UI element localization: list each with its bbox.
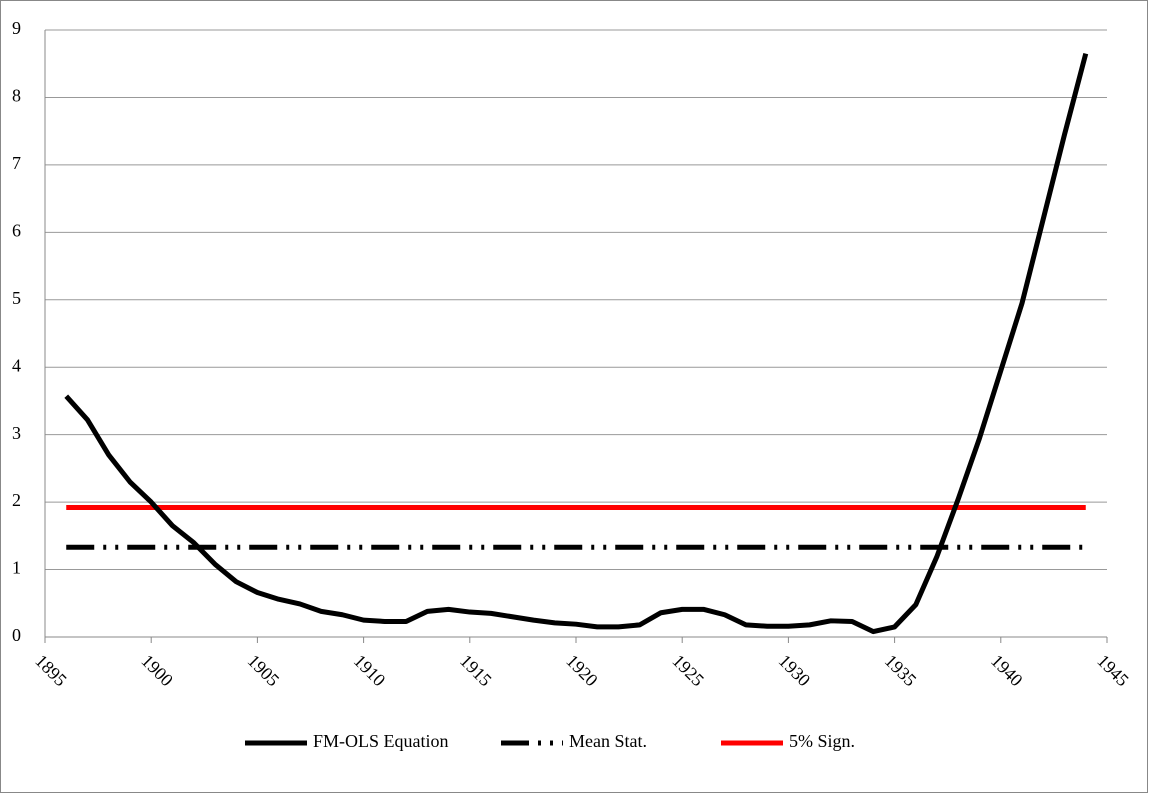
y-tick-label: 5: [12, 288, 21, 308]
legend-label: Mean Stat.: [569, 731, 647, 751]
y-tick-label: 3: [12, 423, 21, 443]
legend-label: 5% Sign.: [789, 731, 855, 751]
y-tick-label: 9: [12, 18, 21, 38]
y-tick-label: 7: [12, 153, 21, 173]
y-tick-label: 2: [12, 490, 21, 510]
y-tick-label: 6: [12, 220, 21, 240]
y-tick-label: 0: [12, 625, 21, 645]
y-tick-label: 1: [12, 558, 21, 578]
y-tick-label: 4: [12, 355, 21, 375]
series-line: [64, 52, 1089, 635]
legend-label: FM-OLS Equation: [313, 731, 449, 751]
legend-item: Mean Stat.: [501, 731, 647, 751]
y-tick-label: 8: [12, 86, 21, 106]
legend-item: 5% Sign.: [721, 731, 855, 751]
legend-item: FM-OLS Equation: [245, 731, 449, 751]
